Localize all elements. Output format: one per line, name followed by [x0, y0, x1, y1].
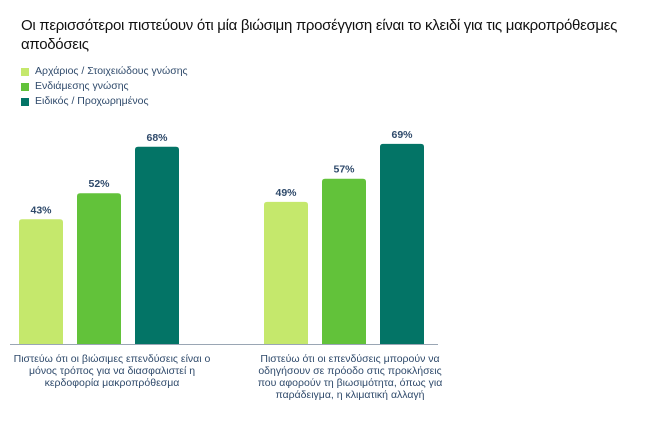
legend-label-expert: Ειδικός / Προχωρημένος — [35, 95, 149, 107]
legend-item-expert: Ειδικός / Προχωρημένος — [21, 94, 188, 109]
legend-swatch-intermediate — [21, 82, 29, 91]
data-label-cat2-series3: 69% — [391, 129, 413, 141]
legend-label-intermediate: Ενδιάμεσης γνώσης — [35, 80, 129, 92]
category-label-2: Πιστεύω ότι οι επενδύσεις μπορούν να οδη… — [257, 353, 443, 401]
data-label-cat2-series1: 49% — [275, 187, 297, 199]
bar-cat1-series3 — [135, 146, 179, 344]
bar-cat2-series1 — [264, 201, 308, 344]
legend-swatch-expert — [21, 97, 29, 106]
legend: Αρχάριος / Στοιχειώδους γνώσης Ενδιάμεση… — [21, 64, 188, 109]
bar-cat2-series2 — [322, 178, 366, 344]
category-label-1: Πιστεύω ότι οι βιώσιμες επενδύσεις είναι… — [13, 353, 211, 389]
legend-label-beginner: Αρχάριος / Στοιχειώδους γνώσης — [35, 65, 188, 77]
bar-cat1-series1 — [19, 219, 63, 344]
legend-item-beginner: Αρχάριος / Στοιχειώδους γνώσης — [21, 64, 188, 79]
data-label-cat2-series2: 57% — [333, 164, 355, 176]
data-label-cat1-series1: 43% — [30, 204, 52, 216]
bar-cat1-series2 — [77, 193, 121, 344]
legend-swatch-beginner — [21, 67, 29, 76]
chart-title: Οι περισσότεροι πιστεύουν ότι μία βιώσιμ… — [21, 17, 618, 53]
data-label-cat1-series3: 68% — [146, 132, 168, 144]
data-label-cat1-series2: 52% — [88, 178, 110, 190]
bar-cat2-series3 — [380, 143, 424, 344]
legend-item-intermediate: Ενδιάμεσης γνώσης — [21, 79, 188, 94]
